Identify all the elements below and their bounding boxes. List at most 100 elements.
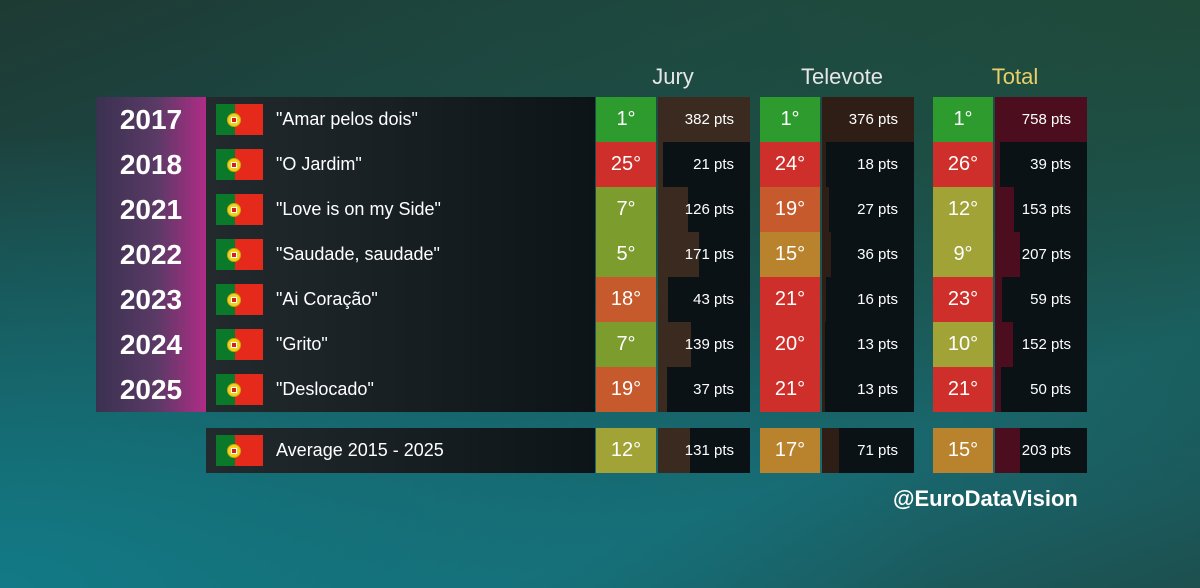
flag-green-band bbox=[216, 104, 235, 135]
tele-points-cell: 18 pts bbox=[822, 142, 914, 187]
jury-points-label: 382 pts bbox=[684, 111, 734, 128]
song-cell: "Ai Coração" bbox=[206, 277, 595, 322]
flag-coat-of-arms bbox=[227, 383, 241, 397]
jury-points-bar bbox=[658, 367, 667, 412]
tele-points-cell: 13 pts bbox=[822, 322, 914, 367]
portugal-flag-icon bbox=[216, 194, 263, 225]
total-rank-cell: 1° bbox=[933, 97, 993, 142]
portugal-flag-icon bbox=[216, 284, 263, 315]
total-points-cell: 39 pts bbox=[995, 142, 1087, 187]
flag-coat-of-arms bbox=[227, 158, 241, 172]
total-rank-cell: 12° bbox=[933, 187, 993, 232]
tele-rank-cell: 15° bbox=[760, 232, 820, 277]
jury-points-bar bbox=[658, 97, 750, 142]
jury-points-cell: 382 pts bbox=[658, 97, 750, 142]
year-label: 2025 bbox=[96, 367, 206, 412]
tele-points-bar bbox=[822, 367, 825, 412]
flag-coat-of-arms bbox=[227, 248, 241, 262]
total-points-bar bbox=[995, 428, 1020, 473]
song-title: "Love is on my Side" bbox=[276, 199, 441, 219]
tele-points-label: 27 pts bbox=[857, 201, 898, 218]
portugal-flag-icon bbox=[216, 329, 263, 360]
song-title: "Amar pelos dois" bbox=[276, 109, 418, 129]
tele-points-label: 13 pts bbox=[857, 336, 898, 353]
jury-points-cell: 21 pts bbox=[658, 142, 750, 187]
table-row: 2024 "Grito" 7° 139 pts 20° 13 pts 10° 152 pts bbox=[0, 322, 1200, 368]
televote-header: Televote bbox=[801, 64, 883, 89]
song-cell: "Grito" bbox=[206, 322, 595, 367]
jury-rank-cell: 18° bbox=[596, 277, 656, 322]
average-label: Average 2015 - 2025 bbox=[276, 440, 444, 460]
jury-points-bar bbox=[658, 232, 699, 277]
tele-points-label: 18 pts bbox=[857, 156, 898, 173]
total-points-label: 153 pts bbox=[1021, 201, 1071, 218]
portugal-flag-icon bbox=[216, 149, 263, 180]
jury-points-label: 131 pts bbox=[684, 442, 734, 459]
jury-points-cell: 171 pts bbox=[658, 232, 750, 277]
jury-rank-cell: 1° bbox=[596, 97, 656, 142]
jury-points-cell: 139 pts bbox=[658, 322, 750, 367]
jury-points-cell: 43 pts bbox=[658, 277, 750, 322]
tele-points-bar bbox=[822, 142, 826, 187]
total-points-bar bbox=[995, 187, 1014, 232]
tele-points-cell: 13 pts bbox=[822, 367, 914, 412]
total-rank-cell: 10° bbox=[933, 322, 993, 367]
tele-points-cell: 71 pts bbox=[822, 428, 914, 473]
jury-points-cell: 37 pts bbox=[658, 367, 750, 412]
total-points-label: 207 pts bbox=[1021, 246, 1071, 263]
total-points-cell: 50 pts bbox=[995, 367, 1087, 412]
total-points-label: 39 pts bbox=[1030, 156, 1071, 173]
song-cell: "Deslocado" bbox=[206, 367, 595, 412]
jury-points-bar bbox=[658, 142, 663, 187]
flag-coat-of-arms bbox=[227, 338, 241, 352]
jury-rank-cell: 12° bbox=[596, 428, 656, 473]
portugal-flag-icon bbox=[216, 104, 263, 135]
flag-green-band bbox=[216, 239, 235, 270]
total-header: Total bbox=[991, 64, 1039, 89]
total-points-label: 50 pts bbox=[1030, 381, 1071, 398]
jury-points-label: 171 pts bbox=[684, 246, 734, 263]
tele-points-cell: 376 pts bbox=[822, 97, 914, 142]
tele-points-label: 376 pts bbox=[848, 111, 898, 128]
total-points-cell: 153 pts bbox=[995, 187, 1087, 232]
flag-coat-of-arms bbox=[227, 444, 241, 458]
song-title: "Grito" bbox=[276, 334, 328, 354]
total-points-label: 59 pts bbox=[1030, 291, 1071, 308]
year-label: 2023 bbox=[96, 277, 206, 322]
flag-coat-of-arms bbox=[227, 203, 241, 217]
table-row: 2022 "Saudade, saudade" 5° 171 pts 15° 36 pts… bbox=[0, 232, 1200, 278]
song-title: "Deslocado" bbox=[276, 379, 374, 399]
jury-points-bar bbox=[658, 322, 691, 367]
year-label: 2022 bbox=[96, 232, 206, 277]
year-label: 2018 bbox=[96, 142, 206, 187]
total-rank-cell: 9° bbox=[933, 232, 993, 277]
jury-rank-cell: 19° bbox=[596, 367, 656, 412]
total-points-cell: 207 pts bbox=[995, 232, 1087, 277]
jury-points-label: 139 pts bbox=[684, 336, 734, 353]
total-points-bar bbox=[995, 367, 1001, 412]
flag-green-band bbox=[216, 435, 235, 466]
song-cell: "Love is on my Side" bbox=[206, 187, 595, 232]
total-rank-cell: 15° bbox=[933, 428, 993, 473]
year-label: 2017 bbox=[96, 97, 206, 142]
portugal-flag-icon bbox=[216, 435, 263, 466]
total-points-bar bbox=[995, 142, 1000, 187]
jury-points-bar bbox=[658, 187, 688, 232]
total-points-cell: 59 pts bbox=[995, 277, 1087, 322]
total-points-bar bbox=[995, 232, 1020, 277]
jury-points-label: 21 pts bbox=[693, 156, 734, 173]
tele-rank-cell: 21° bbox=[760, 367, 820, 412]
tele-rank-cell: 21° bbox=[760, 277, 820, 322]
jury-rank-cell: 7° bbox=[596, 187, 656, 232]
total-points-bar bbox=[995, 277, 1002, 322]
flag-green-band bbox=[216, 374, 235, 405]
jury-rank-cell: 5° bbox=[596, 232, 656, 277]
jury-points-cell: 131 pts bbox=[658, 428, 750, 473]
flag-coat-of-arms bbox=[227, 293, 241, 307]
tele-points-label: 71 pts bbox=[857, 442, 898, 459]
tele-points-cell: 16 pts bbox=[822, 277, 914, 322]
tele-points-cell: 36 pts bbox=[822, 232, 914, 277]
total-rank-cell: 21° bbox=[933, 367, 993, 412]
tele-points-label: 16 pts bbox=[857, 291, 898, 308]
jury-points-label: 126 pts bbox=[684, 201, 734, 218]
